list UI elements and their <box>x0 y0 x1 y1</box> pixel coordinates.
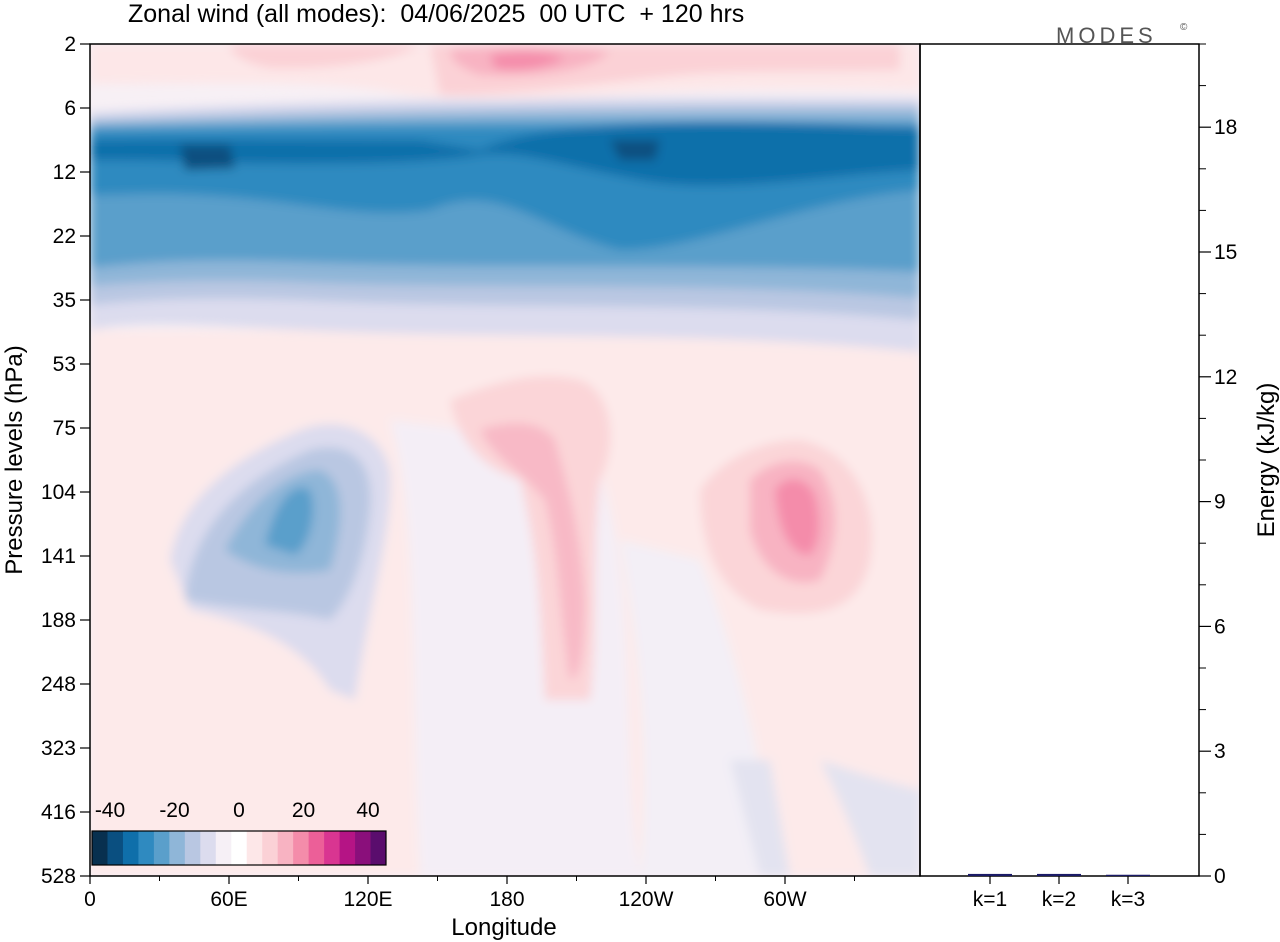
x-tick-label-3: 180 <box>489 888 524 911</box>
y-tick-label-8: 141 <box>41 545 76 568</box>
x-tick-label-5: 60W <box>763 888 806 911</box>
y-tick-label-1: 6 <box>64 97 76 120</box>
colorbar-cell-6 <box>184 831 201 865</box>
contour-west-jet-2 <box>480 423 585 680</box>
colorbar-label-4: 40 <box>356 799 379 822</box>
colorbar-cell-0 <box>92 831 108 865</box>
y-tick-label-2: 12 <box>53 161 76 184</box>
x-axis: 0 60E 120E 180 120W 60W <box>84 876 855 911</box>
energy-tick-label-2: 6 <box>1214 615 1226 638</box>
y-tick-label-4: 35 <box>53 289 76 312</box>
contour-weak-west-1 <box>390 420 640 876</box>
y-tick-label-0: 2 <box>64 33 76 56</box>
colorbar-frame <box>91 830 387 866</box>
colorbar-cell-13 <box>293 831 310 865</box>
colorbar-cell-5 <box>169 831 186 865</box>
y-tick-label-3: 22 <box>53 225 76 248</box>
colorbar-cell-9 <box>231 831 248 865</box>
energy-bar-k=1 <box>968 873 1012 876</box>
energy-tick-label-4: 12 <box>1214 366 1237 389</box>
field-contours <box>90 44 920 876</box>
y-tick-label-9: 188 <box>41 609 76 632</box>
heatmap-field <box>90 44 920 876</box>
colorbar-cell-3 <box>138 831 155 865</box>
colorbar-cell-17 <box>355 831 371 865</box>
colorbar-cell-11 <box>262 831 279 865</box>
colorbar-cell-10 <box>246 831 263 865</box>
colorbar-cell-16 <box>339 831 356 865</box>
energy-panel-frame <box>919 43 1200 877</box>
energy-axis: 0 3 6 9 12 15 18 <box>1199 43 1237 888</box>
y-tick-label-12: 416 <box>41 801 76 824</box>
x-tick-label-0: 0 <box>84 888 96 911</box>
contour-upper-west-2 <box>230 44 420 69</box>
energy-bars: k=1 k=2 k=3 <box>968 873 1150 911</box>
y-tick-label-7: 104 <box>41 481 76 504</box>
colorbar-cell-15 <box>324 831 340 865</box>
x-axis-label: Longitude <box>451 914 556 941</box>
contour-east-tongue-4 <box>265 487 314 555</box>
energy-tick-label-5: 15 <box>1214 241 1237 264</box>
colorbar-cell-4 <box>153 831 170 865</box>
y-tick-label-11: 323 <box>41 737 76 760</box>
colorbar-cell-2 <box>122 831 139 865</box>
x-tick-label-1: 60E <box>210 888 247 911</box>
colorbar-label-3: 20 <box>292 799 315 822</box>
x-tick-label-4: 120W <box>619 888 674 911</box>
energy-bar-k=2 <box>1037 873 1081 876</box>
energy-category-label-0: k=1 <box>973 888 1007 911</box>
energy-bar-k=3 <box>1106 874 1150 876</box>
contour-west-jet-5 <box>775 479 820 555</box>
logo-mark: © <box>1180 22 1188 33</box>
contour-strat-east-7 <box>180 140 660 170</box>
colorbar-cell-7 <box>200 831 217 865</box>
colorbar-cell-14 <box>308 831 325 865</box>
colorbar-label-2: 0 <box>233 799 245 822</box>
y-axis: 2 6 12 22 35 53 75 104 141 188 248 323 416 528 <box>41 33 90 888</box>
y-tick-label-6: 75 <box>53 417 76 440</box>
energy-tick-label-1: 3 <box>1214 740 1226 763</box>
energy-axis-label: Energy (kJ/kg) <box>1253 383 1280 538</box>
x-tick-label-2: 120E <box>343 888 392 911</box>
colorbar-label-0: -40 <box>95 799 125 822</box>
energy-tick-label-6: 18 <box>1214 116 1237 139</box>
chart-title: Zonal wind (all modes): 04/06/2025 00 UT… <box>128 0 744 28</box>
contour-weak-west-4 <box>730 760 790 876</box>
energy-tick-label-0: 0 <box>1214 865 1226 888</box>
contour-weak-west-3 <box>820 760 920 876</box>
y-tick-label-13: 528 <box>41 865 76 888</box>
colorbar-label-1: -20 <box>159 799 189 822</box>
colorbar-cell-18 <box>370 831 387 865</box>
energy-category-label-2: k=3 <box>1111 888 1145 911</box>
colorbar-cell-1 <box>107 831 124 865</box>
colorbar-cell-8 <box>215 831 232 865</box>
y-tick-label-5: 53 <box>53 353 76 376</box>
y-tick-label-10: 248 <box>41 673 76 696</box>
colorbar-cell-12 <box>277 831 294 865</box>
energy-category-label-1: k=2 <box>1042 888 1076 911</box>
contour-strat-east-6 <box>90 122 920 186</box>
colorbar: -40 -20 0 20 40 <box>91 799 387 866</box>
y-axis-label: Pressure levels (hPa) <box>1 345 28 574</box>
energy-tick-label-3: 9 <box>1214 491 1226 514</box>
contour-upper-west-5 <box>490 52 565 70</box>
